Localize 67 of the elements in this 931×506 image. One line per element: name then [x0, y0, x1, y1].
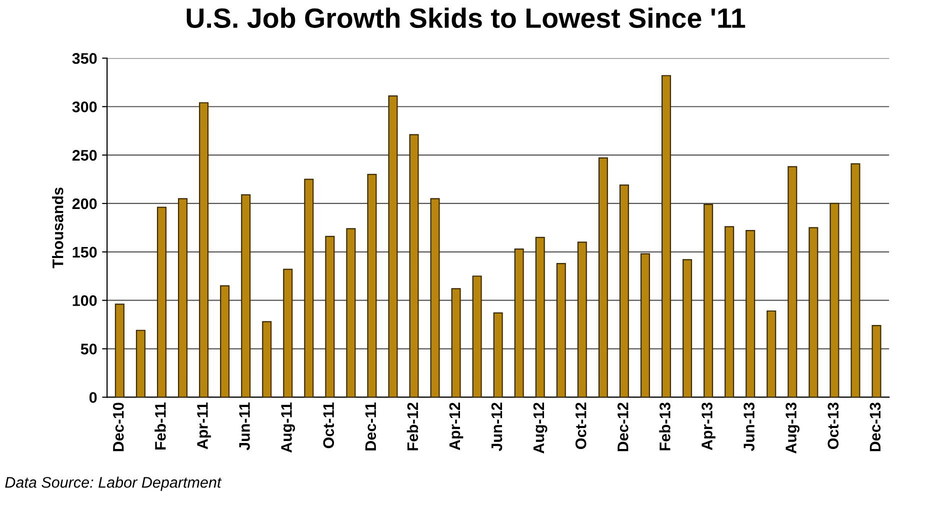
y-tick-label: 50: [80, 344, 97, 354]
bar: [156, 206, 166, 398]
bar: [136, 330, 146, 398]
bar: [409, 134, 419, 398]
x-tick-label: Dec-13: [870, 402, 881, 452]
bar: [788, 166, 798, 398]
x-tick-label: Apr-11: [197, 402, 211, 450]
x-tick-label: Aug-11: [281, 402, 295, 453]
bar: [178, 198, 188, 398]
bar: [199, 102, 209, 398]
x-tick-label: Jun-11: [239, 402, 250, 450]
x-tick-label: Oct-13: [828, 402, 839, 449]
bar: [598, 157, 608, 398]
bar: [514, 248, 524, 398]
bar: [114, 304, 124, 398]
x-tick-label: Oct-11: [323, 402, 334, 448]
y-tick-label: 250: [72, 150, 97, 161]
bar: [367, 174, 377, 398]
bar: [808, 227, 818, 398]
bar: [388, 95, 398, 398]
x-tick-label: Feb-12: [406, 402, 418, 450]
bar: [493, 312, 503, 398]
bar: [704, 204, 714, 398]
bar: [346, 228, 356, 398]
x-tick-label: Dec-11: [365, 402, 376, 450]
bar: [746, 230, 756, 398]
x-tick-label: Apr-13: [702, 402, 716, 450]
bar: [220, 285, 230, 398]
bar: [451, 288, 461, 398]
y-tick-label: 350: [72, 53, 97, 64]
bar: [640, 253, 650, 398]
x-tick-label: Feb-13: [659, 402, 670, 450]
x-tick-label: Jun-13: [744, 402, 754, 452]
x-tick-label: Oct-12: [575, 402, 586, 449]
bar: [262, 321, 272, 398]
bar: [830, 202, 840, 398]
x-tick-label: Aug-13: [786, 402, 800, 454]
bar: [304, 178, 314, 398]
source-note: Data Source: Labor Department: [5, 476, 222, 491]
bar: [724, 226, 734, 398]
y-tick-label: 200: [72, 198, 97, 210]
y-tick-label: 100: [72, 295, 97, 306]
bar: [241, 194, 251, 398]
y-axis-title: Thousands: [52, 188, 64, 268]
bar: [766, 310, 776, 398]
bar: [662, 75, 672, 398]
x-tick-label: Jun-12: [491, 402, 502, 452]
bar: [850, 163, 860, 398]
x-tick-label: Apr-12: [449, 402, 464, 450]
bar: [619, 184, 629, 398]
bar: [430, 198, 440, 398]
x-tick-label: Dec-10: [112, 402, 124, 452]
bar: [283, 268, 293, 398]
bar: [472, 276, 482, 398]
chart-title: U.S. Job Growth Skids to Lowest Since '11: [186, 8, 746, 28]
x-tick-label: Aug-12: [533, 402, 548, 454]
y-tick-label: 150: [72, 246, 97, 258]
bar: [535, 236, 545, 398]
x-tick-label: Feb-11: [154, 402, 166, 450]
x-tick-label: Dec-12: [618, 402, 628, 452]
bar: [556, 262, 566, 398]
y-tick-label: 300: [72, 101, 97, 112]
bar: [577, 242, 587, 398]
bar: [325, 236, 335, 398]
bar: [872, 324, 882, 398]
bar: [682, 259, 692, 398]
y-tick-label: 0: [89, 392, 97, 403]
